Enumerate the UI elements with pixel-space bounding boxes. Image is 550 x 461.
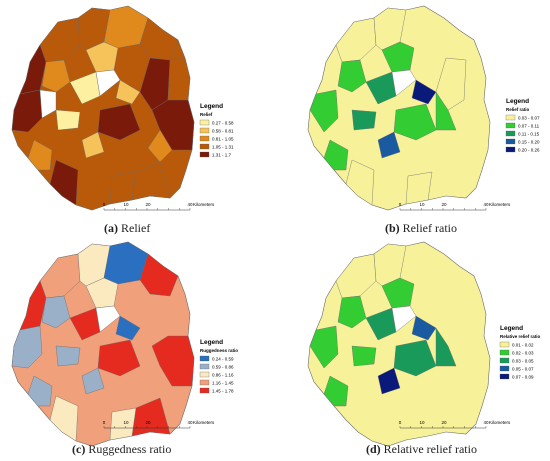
scale-bar: 0 10 20 40 Kilometers [399,202,511,211]
scale-bar: 0 10 20 40 Kilometers [103,202,215,211]
legend-title: Legend [500,325,523,332]
map-panel-relative-relief-ratio [307,241,491,447]
legend-label: 1.31 - 1.7 [212,153,232,158]
caption-letter: (a) [104,221,118,235]
legend-swatch [199,135,210,142]
legend-swatch [199,387,210,394]
legend-relative-relief-ratio: Legend Relative relief ratio 0.01 - 0.02… [499,325,541,380]
legend-label: 0.07 - 0.11 [518,124,540,129]
legend-label: 0.05 - 0.07 [512,367,534,372]
scale-bar-label: 20 [145,202,151,207]
scale-bar-label: 20 [441,420,447,425]
legend-label: 0.58 - 0.81 [212,129,234,134]
caption-text: Ruggedness ratio [88,442,172,456]
legend-subtitle: Ruggedness ratio [200,348,238,353]
map-panel-ruggedness-ratio [11,241,195,447]
legend-swatch [199,119,210,126]
scale-bar-label: 10 [419,420,425,425]
legend-label: 0.59 - 0.86 [212,365,234,370]
legend-entries: 0.03 - 0.07 0.07 - 0.11 0.11 - 0.15 0.15 - … [505,114,540,153]
legend-swatch [199,127,210,134]
legend-label: 0.27 - 0.58 [212,121,234,126]
legend-swatch [505,122,516,129]
legend-swatch [499,365,510,372]
caption-relief: (a) Relief [104,221,150,236]
legend-swatch [505,130,516,137]
legend-label: 1.16 - 1.45 [212,381,234,386]
caption-letter: (c) [72,442,86,456]
legend-label: 0.02 - 0.03 [512,351,534,356]
scale-bar-label: 10 [123,202,129,207]
legend-swatch [199,151,210,158]
scale-bar-label: 40 [187,202,193,207]
legend-label: 1.45 - 1.78 [212,389,234,394]
scale-bar: 0 10 20 40 Kilometers [103,420,215,429]
scale-bar-unit: Kilometers [193,420,215,425]
scale-bar-label: 0 [399,420,402,425]
legend-swatch [199,371,210,378]
legend-label: 0.01 - 0.02 [512,343,534,348]
legend-label: 0.20 - 0.26 [518,148,540,153]
scale-bar-unit: Kilometers [489,202,511,207]
scale-bar-label: 40 [187,420,193,425]
legend-label: 0.03 - 0.05 [512,359,534,364]
legend-subtitle: Relief ratio [506,107,530,112]
scale-bar-label: 10 [123,420,129,425]
scale-bar-label: 40 [483,420,489,425]
legend-label: 0.86 - 1.16 [212,373,234,378]
scale-bar-label: 40 [483,202,489,207]
legend-label: 0.07 - 0.09 [512,375,534,380]
caption-letter: (b) [385,221,400,235]
legend-label: 0.15 - 0.20 [518,140,540,145]
legend-label: 0.24 - 0.59 [212,357,234,362]
scale-bar: 0 10 20 40 Kilometers [399,420,511,429]
legend-entries: 0.24 - 0.59 0.59 - 0.86 0.86 - 1.16 1.16 - … [199,355,234,394]
caption-ruggedness-ratio: (c) Ruggedness ratio [72,442,171,457]
legend-ruggedness-ratio: Legend Ruggedness ratio 0.24 - 0.59 0.59 … [199,339,238,394]
legend-swatch [499,357,510,364]
caption-text: Relief ratio [402,221,457,235]
legend-entries: 0.27 - 0.58 0.58 - 0.81 0.81 - 1.05 1.05 - … [199,119,234,158]
legend-swatch [199,363,210,370]
legend-swatch [499,373,510,380]
legend-relief: Legend Relief 0.27 - 0.58 0.58 - 0.81 0.81… [199,103,234,158]
legend-title: Legend [506,98,529,105]
scale-bar-label: 10 [419,202,425,207]
legend-swatch [505,146,516,153]
caption-text: Relative relief ratio [383,442,477,456]
caption-relative-relief-ratio: (d) Relative relief ratio [366,442,477,457]
legend-swatch [199,379,210,386]
scale-bar-label: 0 [103,420,106,425]
legend-title: Legend [200,339,223,346]
legend-relief-ratio: Legend Relief ratio 0.03 - 0.07 0.07 - 0.… [505,98,540,153]
scale-bar-label: 0 [399,202,402,207]
caption-text: Relief [121,221,151,235]
legend-swatch [499,349,510,356]
map-panel-relief-ratio [307,5,491,211]
legend-swatch [199,355,210,362]
scale-bar-label: 20 [145,420,151,425]
scale-bar-unit: Kilometers [489,420,511,425]
legend-label: 0.11 - 0.15 [518,132,540,137]
scale-bar-unit: Kilometers [193,202,215,207]
legend-title: Legend [200,103,223,110]
legend-swatch [505,114,516,121]
caption-letter: (d) [366,442,381,456]
scale-bar-label: 20 [441,202,447,207]
legend-swatch [199,143,210,150]
legend-subtitle: Relief [200,112,213,117]
legend-swatch [499,341,510,348]
legend-swatch [505,138,516,145]
caption-relief-ratio: (b) Relief ratio [385,221,457,236]
legend-label: 0.81 - 1.05 [212,137,234,142]
scale-bar-label: 0 [103,202,106,207]
legend-label: 1.05 - 1.31 [212,145,234,150]
map-panel-relief [11,5,195,211]
legend-label: 0.03 - 0.07 [518,116,540,121]
legend-entries: 0.01 - 0.02 0.02 - 0.03 0.03 - 0.05 0.05 - … [499,341,534,380]
legend-subtitle: Relative relief ratio [500,334,541,339]
